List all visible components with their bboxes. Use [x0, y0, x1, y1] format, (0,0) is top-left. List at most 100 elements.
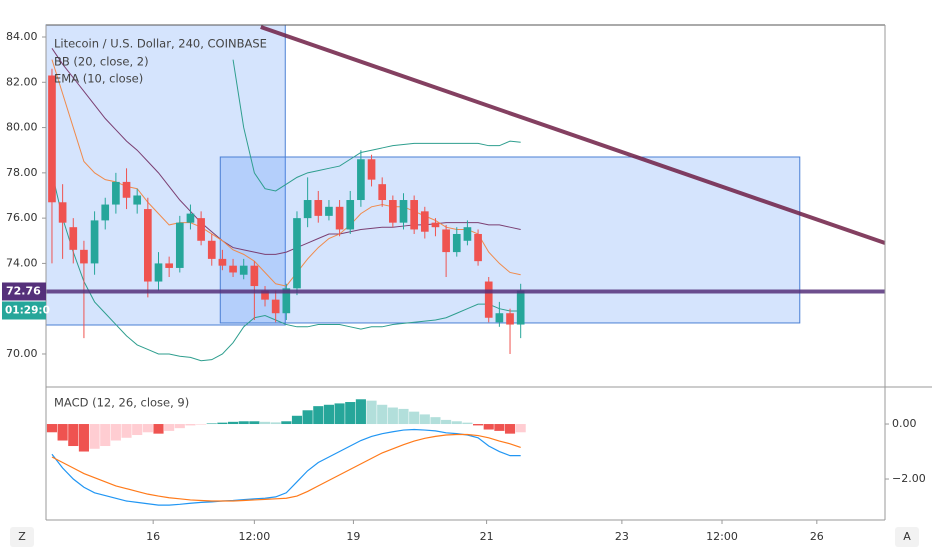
histogram-bar: [153, 424, 164, 434]
back-layer: [42, 24, 889, 524]
histogram-bar: [323, 404, 334, 425]
histogram-bar: [121, 424, 132, 438]
countdown-box: [2, 301, 46, 320]
legend-macd: MACD (12, 26, close, 9): [54, 396, 189, 410]
last-price-box: [2, 282, 46, 301]
x-tick-label: 23: [615, 530, 629, 543]
trend-line: [260, 25, 886, 245]
legend-indicator: BB (20, close, 2): [54, 55, 149, 69]
indicator-line: [232, 59, 521, 192]
y-tick-label: 0.00: [892, 417, 917, 430]
candle-body: [463, 227, 472, 241]
x-tick-label: 16: [146, 530, 160, 543]
candle-body: [48, 75, 56, 203]
histogram-bar: [515, 424, 526, 433]
histogram-bar: [249, 421, 260, 425]
indicator-line: [51, 433, 521, 502]
y-tick-label: 70.00: [6, 347, 38, 360]
histogram-bar: [110, 424, 121, 441]
candle-body: [101, 204, 110, 221]
candle-body: [282, 288, 291, 314]
histogram-bar: [57, 424, 68, 441]
histogram-bar: [100, 424, 111, 447]
histogram-bar: [355, 399, 366, 425]
candle-body: [420, 211, 429, 232]
histogram-bar: [206, 423, 217, 425]
y-tick-label: 74.00: [6, 256, 38, 269]
candle-body: [484, 281, 493, 318]
y-tick-label: 78.00: [6, 166, 38, 179]
candle-body: [314, 200, 323, 216]
candle-body: [346, 200, 355, 230]
candle-body: [335, 206, 344, 230]
candle-body: [506, 313, 514, 325]
histogram-bar: [473, 424, 484, 426]
toolbar-label[interactable]: Z: [18, 530, 26, 543]
countdown-label: 01:29:0: [5, 304, 50, 316]
histogram-bar: [313, 406, 324, 425]
y-tick-label: 80.00: [6, 121, 38, 134]
candle-body: [165, 263, 173, 268]
legend-title: Litecoin / U.S. Dollar, 240, COINBASE: [54, 37, 267, 51]
histogram-bar: [334, 403, 345, 425]
histogram-bar: [387, 407, 398, 425]
candle-body: [399, 200, 408, 223]
candle-body: [133, 195, 142, 205]
candle-body: [442, 229, 450, 253]
histogram-bar: [377, 404, 388, 425]
histogram-bar: [451, 421, 462, 425]
toolbar-button[interactable]: [10, 527, 34, 547]
candle-body: [218, 258, 227, 266]
histogram-bar: [504, 424, 516, 434]
candle-body: [69, 227, 78, 250]
histogram-bar: [78, 424, 89, 452]
drawing-box: [219, 156, 801, 324]
candle-body: [144, 209, 152, 282]
candle-body: [271, 299, 280, 314]
histogram-bar: [227, 421, 239, 425]
candle-body: [495, 313, 504, 323]
candle-body: [293, 218, 301, 289]
y-tick-label: 84.00: [6, 30, 38, 43]
indicator-line: [51, 48, 521, 255]
candle-body: [431, 222, 440, 228]
candle-body: [239, 265, 248, 275]
legend-indicator: EMA (10, close): [54, 72, 143, 86]
histogram-bar: [196, 424, 207, 425]
x-tick-label: 21: [480, 530, 494, 543]
y-tick-label: −2.00: [892, 472, 926, 485]
histogram-bar: [483, 424, 494, 430]
candle-body: [325, 206, 333, 216]
histogram-bar: [494, 424, 505, 431]
histogram-bar: [409, 411, 420, 425]
candle-body: [154, 263, 163, 282]
toolbar-label[interactable]: A: [903, 530, 911, 543]
histogram-bar: [398, 408, 409, 425]
histogram-bar: [430, 417, 441, 425]
histogram-bar: [345, 402, 356, 425]
candle-body: [186, 213, 195, 223]
histogram-bar: [142, 424, 153, 433]
candle-body: [58, 202, 67, 223]
x-tick-label: 26: [810, 530, 824, 543]
candle-body: [90, 220, 99, 264]
candle-body: [112, 181, 120, 205]
histogram-bar: [441, 419, 452, 425]
candle-body: [303, 200, 312, 219]
histogram-bar: [419, 414, 430, 425]
histogram-bar: [68, 424, 79, 447]
candle-body: [474, 233, 482, 262]
histogram-bar: [46, 424, 58, 433]
candle-body: [175, 222, 184, 268]
histogram-bar: [89, 424, 100, 449]
candle-body: [357, 159, 365, 201]
toolbar-button[interactable]: [895, 527, 919, 547]
histogram-bar: [164, 424, 175, 431]
candle-body: [389, 200, 397, 223]
candle-body: [452, 233, 461, 253]
main-layer: [46, 25, 886, 506]
indicator-line: [51, 172, 521, 362]
candle-body: [261, 290, 269, 300]
